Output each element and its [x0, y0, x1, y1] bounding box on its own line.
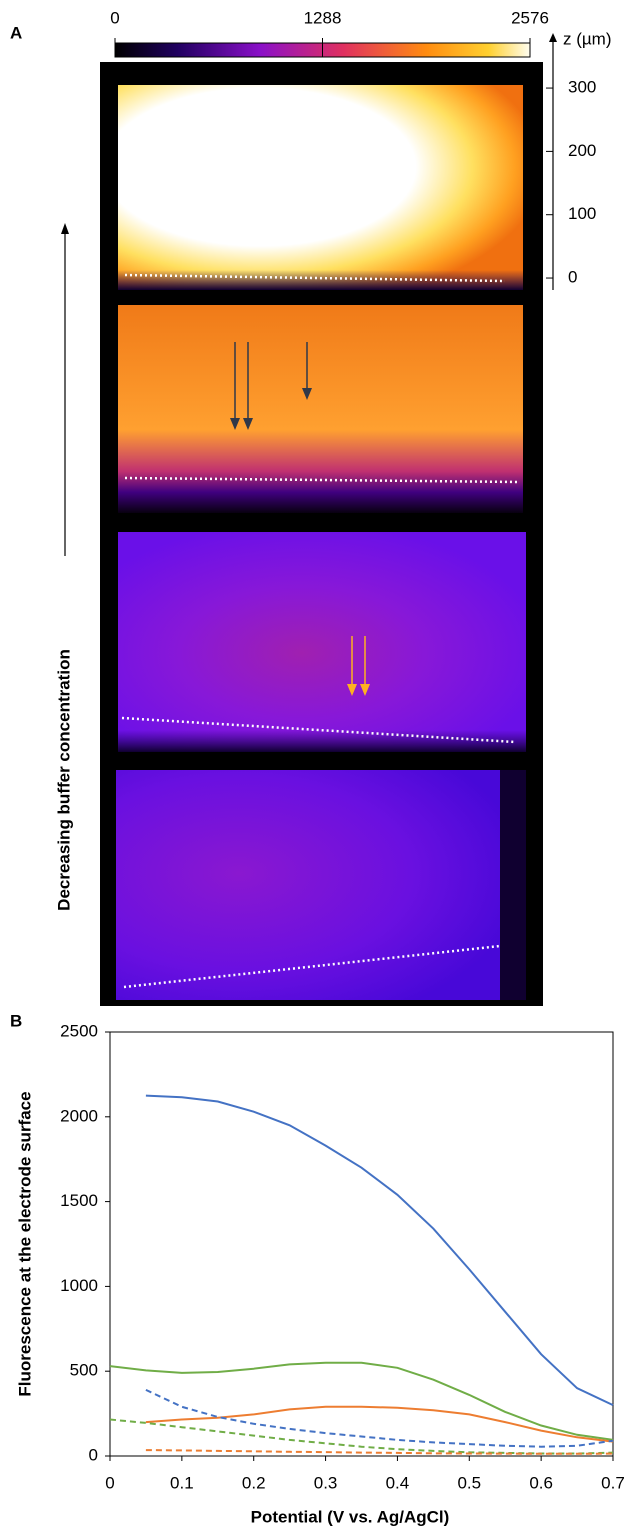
z-tick-label: 100 [568, 204, 596, 223]
z-tick-label: 200 [568, 141, 596, 160]
y-tick-label: 2000 [60, 1106, 98, 1125]
x-tick-label: 0.1 [170, 1473, 194, 1492]
colorbar-tick-label: 1288 [304, 8, 342, 27]
y-tick-label: 500 [70, 1361, 98, 1380]
series-line [109, 1361, 614, 1441]
colorbar-tick-label: 2576 [511, 8, 549, 27]
series-line [145, 1449, 614, 1455]
x-axis-label: Potential (V vs. Ag/AgCl) [251, 1507, 450, 1526]
x-tick-label: 0.2 [242, 1473, 266, 1492]
z-axis-label: z (µm) [563, 29, 612, 48]
x-tick-label: 0.4 [386, 1473, 410, 1492]
series-line [145, 1388, 614, 1448]
side-arrow-head [61, 223, 69, 234]
colorbar-tick-label: 0 [110, 8, 119, 27]
z-tick-label: 300 [568, 78, 596, 97]
x-tick-label: 0.6 [529, 1473, 553, 1492]
y-tick-label: 1000 [60, 1276, 98, 1295]
z-axis-arrow [549, 33, 557, 42]
surface-lines [121, 273, 521, 989]
series-line [145, 1405, 614, 1443]
plot-frame [109, 1031, 614, 1457]
image [118, 305, 523, 513]
image [116, 770, 526, 1000]
arrows [230, 342, 370, 696]
x-tick-label: 0 [105, 1473, 114, 1492]
image [118, 532, 526, 752]
y-tick-label: 1500 [60, 1191, 98, 1210]
x-tick-label: 0.3 [314, 1473, 338, 1492]
image-shade [500, 770, 526, 1000]
y-axis-label: Fluorescence at the electrode surface [15, 1091, 34, 1396]
side-label: Decreasing buffer concentration [54, 649, 73, 911]
panel-label: A [10, 23, 22, 42]
x-tick-label: 0.5 [457, 1473, 481, 1492]
x-tick-label: 0.7 [601, 1473, 625, 1492]
image [118, 85, 523, 290]
panel-label: B [10, 1011, 22, 1030]
image-shade [118, 270, 523, 290]
image-shade [118, 730, 526, 752]
series-line [145, 1094, 614, 1407]
y-tick-label: 0 [89, 1445, 98, 1464]
z-tick-label: 0 [568, 268, 577, 287]
y-tick-label: 2500 [60, 1021, 98, 1040]
